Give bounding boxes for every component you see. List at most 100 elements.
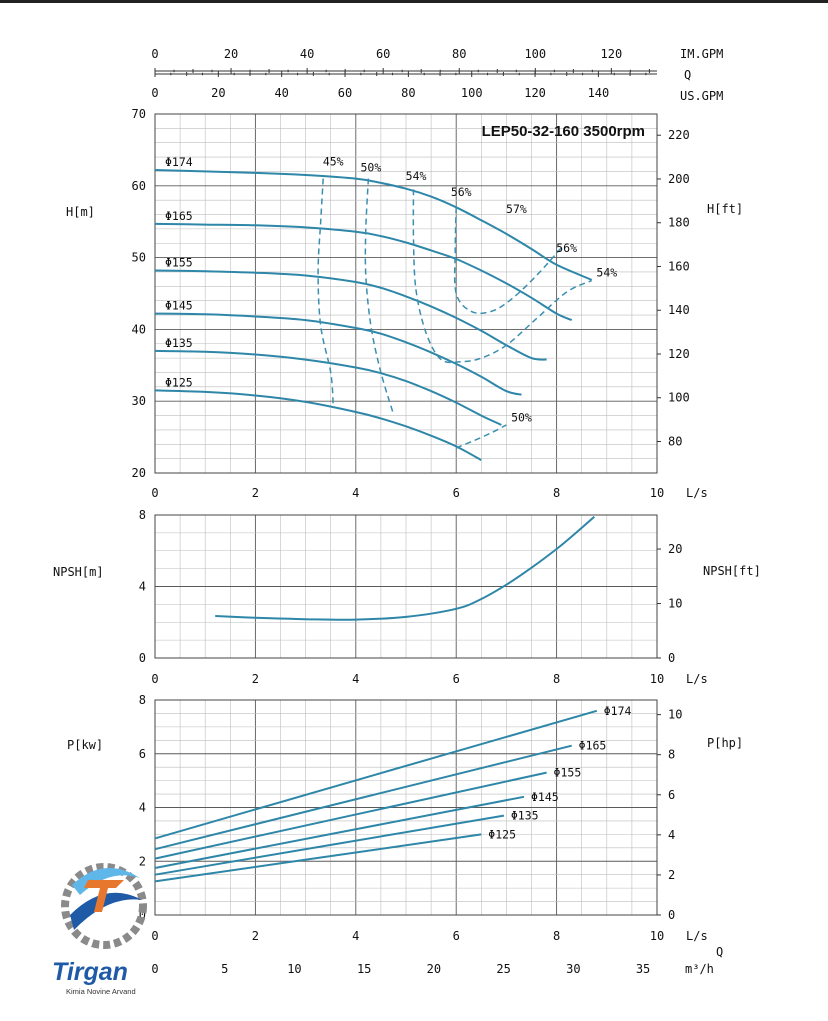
labels-layer: 0 2 4 6 8 10 L/s0 2 4 6 8 10 L/s0 2 4 6 8 10 L/sQ0 5 10 15 20 2… [53,107,761,976]
us-gpm-axis-tick-label: 100 [461,86,483,100]
power-right-tick-label: 8 [668,748,675,762]
power-grid [154,699,658,916]
ls-unit-label: L/s [686,486,708,500]
ls-tick-label: 0 [151,486,158,500]
logo-gear-shape [61,863,147,949]
m3h-tick-label: 10 [287,962,301,976]
ls-unit-label: L/s [686,929,708,943]
power-curve-2 [154,744,572,851]
us-gpm-axis-tick-label: 60 [338,86,352,100]
us-gpm-axis-tick-label: 20 [211,86,225,100]
head-right-tick-label: 80 [668,434,682,448]
ls-tick-label: 2 [252,672,259,686]
logo-swoosh-shape [70,892,142,930]
head-left-tick-label: 60 [132,179,146,193]
head-right-tick-label: 180 [668,216,690,230]
head-right-tick-label: 100 [668,391,690,405]
head-curve-label: Φ174 [165,155,193,169]
ls-tick-label: 4 [352,929,359,943]
m3h-tick-label: 25 [496,962,510,976]
logo-t-shape [84,880,124,912]
npsh-right-tick-label: 10 [668,597,682,611]
npsh-right-tick-label: 20 [668,542,682,556]
top-border [0,0,828,3]
power-curve-6 [154,833,482,883]
efficiency-label: 54% [596,265,617,279]
power-curve-4 [154,795,525,869]
panel-frame [154,699,658,916]
ls-tick-label: 2 [252,486,259,500]
head-left-tick-label: 30 [132,394,146,408]
power-left-tick-label: 4 [139,801,146,815]
efficiency-curve-1 [317,178,334,405]
im-gpm-axis-tick-label: 120 [601,47,623,61]
power-curve-label: Φ145 [531,790,559,804]
efficiency-curve-4 [453,207,563,315]
head-curve-5 [154,349,502,426]
npsh-ylabel-right: NPSH[ft] [703,564,761,578]
head-left-tick-label: 50 [132,251,146,265]
head-curve-2 [154,222,573,322]
top-flow-axes: 0 20 40 60 80 100 120 IM.GPM 0 20 40 60 80 100 120 140 U… [151,47,723,103]
power-right-tick-label: 6 [668,788,675,802]
efficiency-label: 50% [360,160,381,174]
ls-tick-label: 2 [252,929,259,943]
ls-tick-label: 6 [453,486,460,500]
ls-tick-label: 4 [352,672,359,686]
us-gpm-axis-tick-label: 120 [524,86,546,100]
power-ylabel: P[kw] [67,738,103,752]
q-label-bottom: Q [716,945,723,959]
head-curve-4 [154,312,522,396]
head-ylabel-right: H[ft] [707,202,743,216]
head-curve-6 [154,389,482,461]
m3h-unit-label: m³/h [685,962,714,976]
logo-name: Tirgan [52,958,128,986]
m3h-tick-label: 30 [566,962,580,976]
head-right-tick-label: 220 [668,128,690,142]
npsh-grid [154,514,658,659]
im-gpm-axis-unit-label: IM.GPM [680,47,723,61]
power-right-tick-label: 0 [668,908,675,922]
power-curve-5 [154,814,505,876]
panel-frame [154,113,658,474]
power-curve-label: Φ155 [554,766,582,780]
head-curve-label: Φ135 [165,336,193,350]
us-gpm-axis-unit-label: US.GPM [680,89,723,103]
power-right-tick-label: 4 [668,828,675,842]
head-grid [154,113,658,474]
im-gpm-axis-tick-label: 40 [300,47,314,61]
ls-unit-label: L/s [686,672,708,686]
ls-tick-label: 8 [553,486,560,500]
power-right-tick-label: 2 [668,868,675,882]
efficiency-label: 57% [506,202,527,216]
power-left-tick-label: 8 [139,693,146,707]
head-curve-label: Φ145 [165,299,193,313]
head-right-tick-label: 120 [668,347,690,361]
power-curve-1 [154,709,598,840]
ls-tick-label: 4 [352,486,359,500]
m3h-tick-label: 15 [357,962,371,976]
power-curve-3 [154,771,547,860]
efficiency-label: 56% [451,185,472,199]
im-gpm-axis-tick-label: 80 [452,47,466,61]
head-curve-label: Φ125 [165,375,193,389]
us-gpm-axis-tick-label: 40 [274,86,288,100]
us-gpm-axis-tick-label: 140 [588,86,610,100]
im-gpm-axis-tick-label: 100 [524,47,546,61]
panel-frame [154,514,658,659]
logo-wave-shape [72,868,140,895]
power-ylabel-right: P[hp] [707,736,743,750]
head-curve-label: Φ155 [165,256,193,270]
head-curve-1 [154,169,593,281]
ls-tick-label: 0 [151,672,158,686]
efficiency-label: 45% [323,155,344,169]
ls-tick-label: 10 [650,672,664,686]
ls-tick-label: 6 [453,672,460,686]
power-left-tick-label: 0 [139,908,146,922]
efficiency-curve-2 [364,178,395,415]
im-gpm-axis-tick-label: 20 [224,47,238,61]
ls-tick-label: 10 [650,486,664,500]
power-curve-label: Φ174 [604,704,632,718]
ls-tick-label: 8 [553,929,560,943]
efficiency-curve-3 [412,189,593,364]
